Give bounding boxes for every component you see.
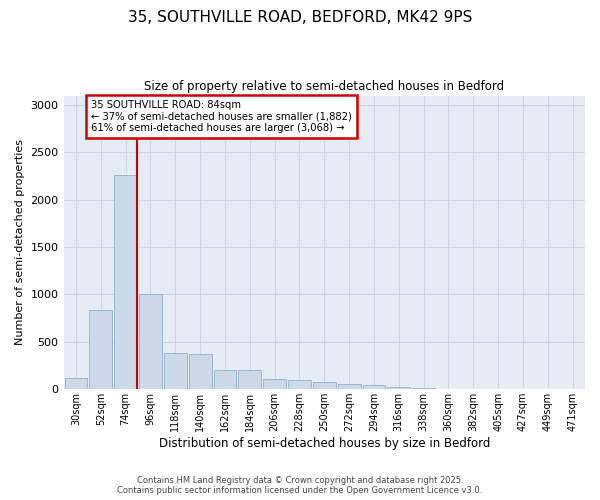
Bar <box>362 385 385 389</box>
Y-axis label: Number of semi-detached properties: Number of semi-detached properties <box>15 140 25 346</box>
Bar <box>188 354 212 389</box>
Bar <box>89 310 112 389</box>
X-axis label: Distribution of semi-detached houses by size in Bedford: Distribution of semi-detached houses by … <box>158 437 490 450</box>
Bar <box>164 353 187 389</box>
Bar <box>412 388 435 389</box>
Bar <box>338 384 361 389</box>
Text: Contains HM Land Registry data © Crown copyright and database right 2025.
Contai: Contains HM Land Registry data © Crown c… <box>118 476 482 495</box>
Bar <box>263 378 286 389</box>
Title: Size of property relative to semi-detached houses in Bedford: Size of property relative to semi-detach… <box>144 80 505 93</box>
Bar <box>313 382 335 389</box>
Bar <box>65 378 88 389</box>
Bar <box>288 380 311 389</box>
Text: 35 SOUTHVILLE ROAD: 84sqm
← 37% of semi-detached houses are smaller (1,882)
61% : 35 SOUTHVILLE ROAD: 84sqm ← 37% of semi-… <box>91 100 352 134</box>
Bar <box>388 388 410 389</box>
Bar <box>214 370 236 389</box>
Text: 35, SOUTHVILLE ROAD, BEDFORD, MK42 9PS: 35, SOUTHVILLE ROAD, BEDFORD, MK42 9PS <box>128 10 472 25</box>
Bar <box>114 175 137 389</box>
Bar <box>139 294 162 389</box>
Bar <box>238 370 261 389</box>
